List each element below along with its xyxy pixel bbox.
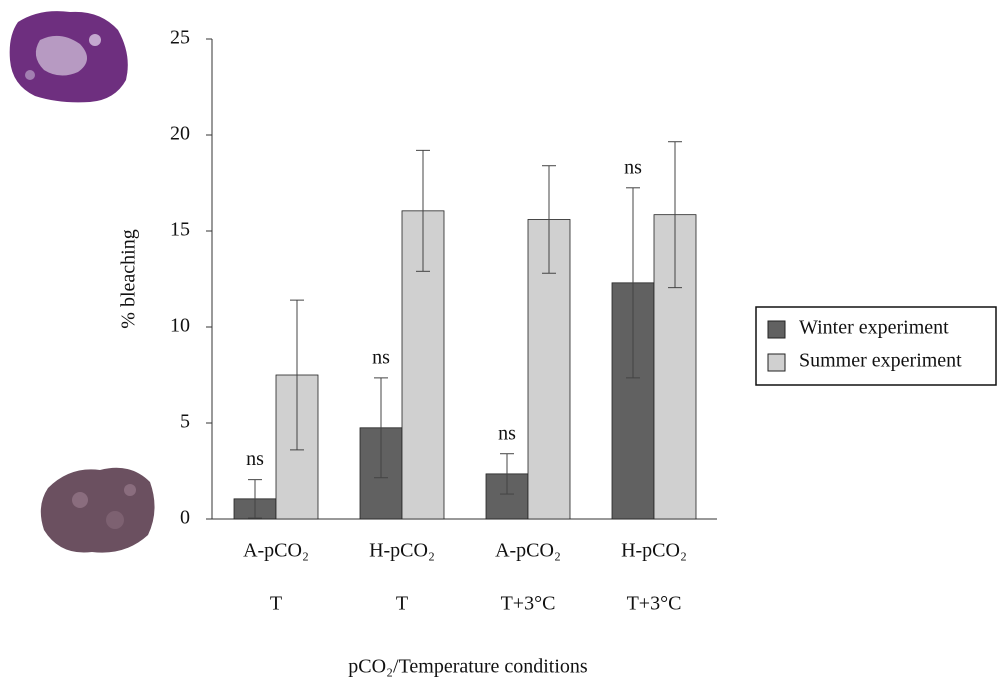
error-bar (542, 165, 556, 274)
x-tick-label: T+3°C (501, 593, 556, 615)
y-tick-label: 0 (180, 507, 190, 529)
x-tick-label: T (270, 593, 282, 615)
annotation: ns (372, 346, 390, 368)
bar (485, 473, 529, 520)
error-bar (374, 377, 388, 479)
x-tick-label: H-pCO₂ (621, 540, 687, 562)
legend-box (755, 306, 997, 386)
x-tick-label: A-pCO₂ (495, 540, 561, 562)
legend-swatch (767, 353, 786, 372)
annotation: ns (246, 448, 264, 470)
x-tick-label: T+3°C (627, 593, 682, 615)
y-tick-label: 10 (170, 315, 190, 337)
error-bar (248, 479, 262, 519)
error-bar (416, 149, 430, 272)
y-tick-label: 5 (180, 411, 190, 433)
error-bar (626, 187, 640, 379)
annotation: ns (498, 422, 516, 444)
x-tick-label: T (396, 593, 408, 615)
error-bar (500, 453, 514, 495)
legend-label: Winter experiment (799, 317, 949, 339)
x-axis-title: pCO₂/Temperature conditions (348, 656, 588, 678)
y-axis-title: % bleaching (118, 229, 140, 328)
annotation: ns (624, 156, 642, 178)
legend-label: Summer experiment (799, 350, 962, 372)
error-bar (290, 299, 304, 451)
y-tick-label: 25 (170, 27, 190, 49)
x-tick-label: H-pCO₂ (369, 540, 435, 562)
coral-image-bottom (40, 467, 155, 553)
y-tick-label: 20 (170, 123, 190, 145)
legend-swatch (767, 320, 786, 339)
bar (401, 210, 445, 520)
error-bar (668, 141, 682, 289)
x-tick-label: A-pCO₂ (243, 540, 309, 562)
coral-image-top (9, 11, 128, 103)
y-tick-label: 15 (170, 219, 190, 241)
